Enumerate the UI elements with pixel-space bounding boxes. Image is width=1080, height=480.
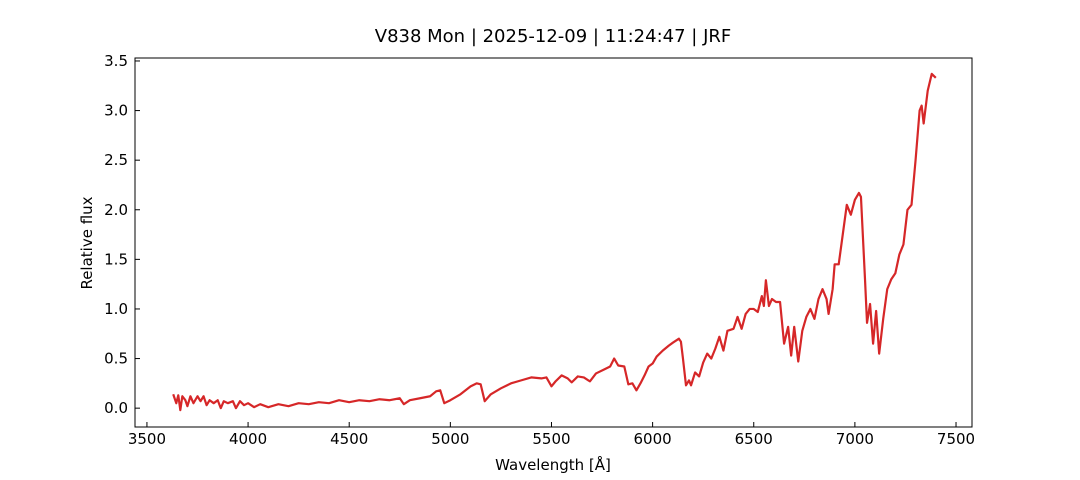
y-tick-label: 0.0 (104, 399, 128, 417)
spectrum-line (172, 72, 937, 412)
x-axis-label: Wavelength [Å] (495, 455, 611, 474)
y-tick-label: 2.5 (104, 151, 128, 169)
x-tick-label: 5500 (532, 430, 570, 448)
y-axis-label: Relative flux (78, 196, 96, 289)
y-tick-label: 3.5 (104, 52, 128, 70)
x-tick-label: 6000 (634, 430, 672, 448)
chart-title: V838 Mon | 2025-12-09 | 11:24:47 | JRF (375, 26, 731, 47)
x-tick-label: 6500 (735, 430, 773, 448)
y-tick-label: 1.5 (104, 250, 128, 268)
y-tick-label: 0.5 (104, 350, 128, 368)
x-tick-label: 7500 (937, 430, 975, 448)
x-tick-label: 4000 (229, 430, 267, 448)
y-tick-label: 3.0 (104, 102, 128, 120)
x-tick-label: 5000 (431, 430, 469, 448)
y-tick-label: 2.0 (104, 201, 128, 219)
x-tick-label: 4500 (330, 430, 368, 448)
plot-frame (134, 57, 973, 428)
y-tick-label: 1.0 (104, 300, 128, 318)
x-tick-label: 7000 (836, 430, 874, 448)
x-tick-label: 3500 (128, 430, 166, 448)
